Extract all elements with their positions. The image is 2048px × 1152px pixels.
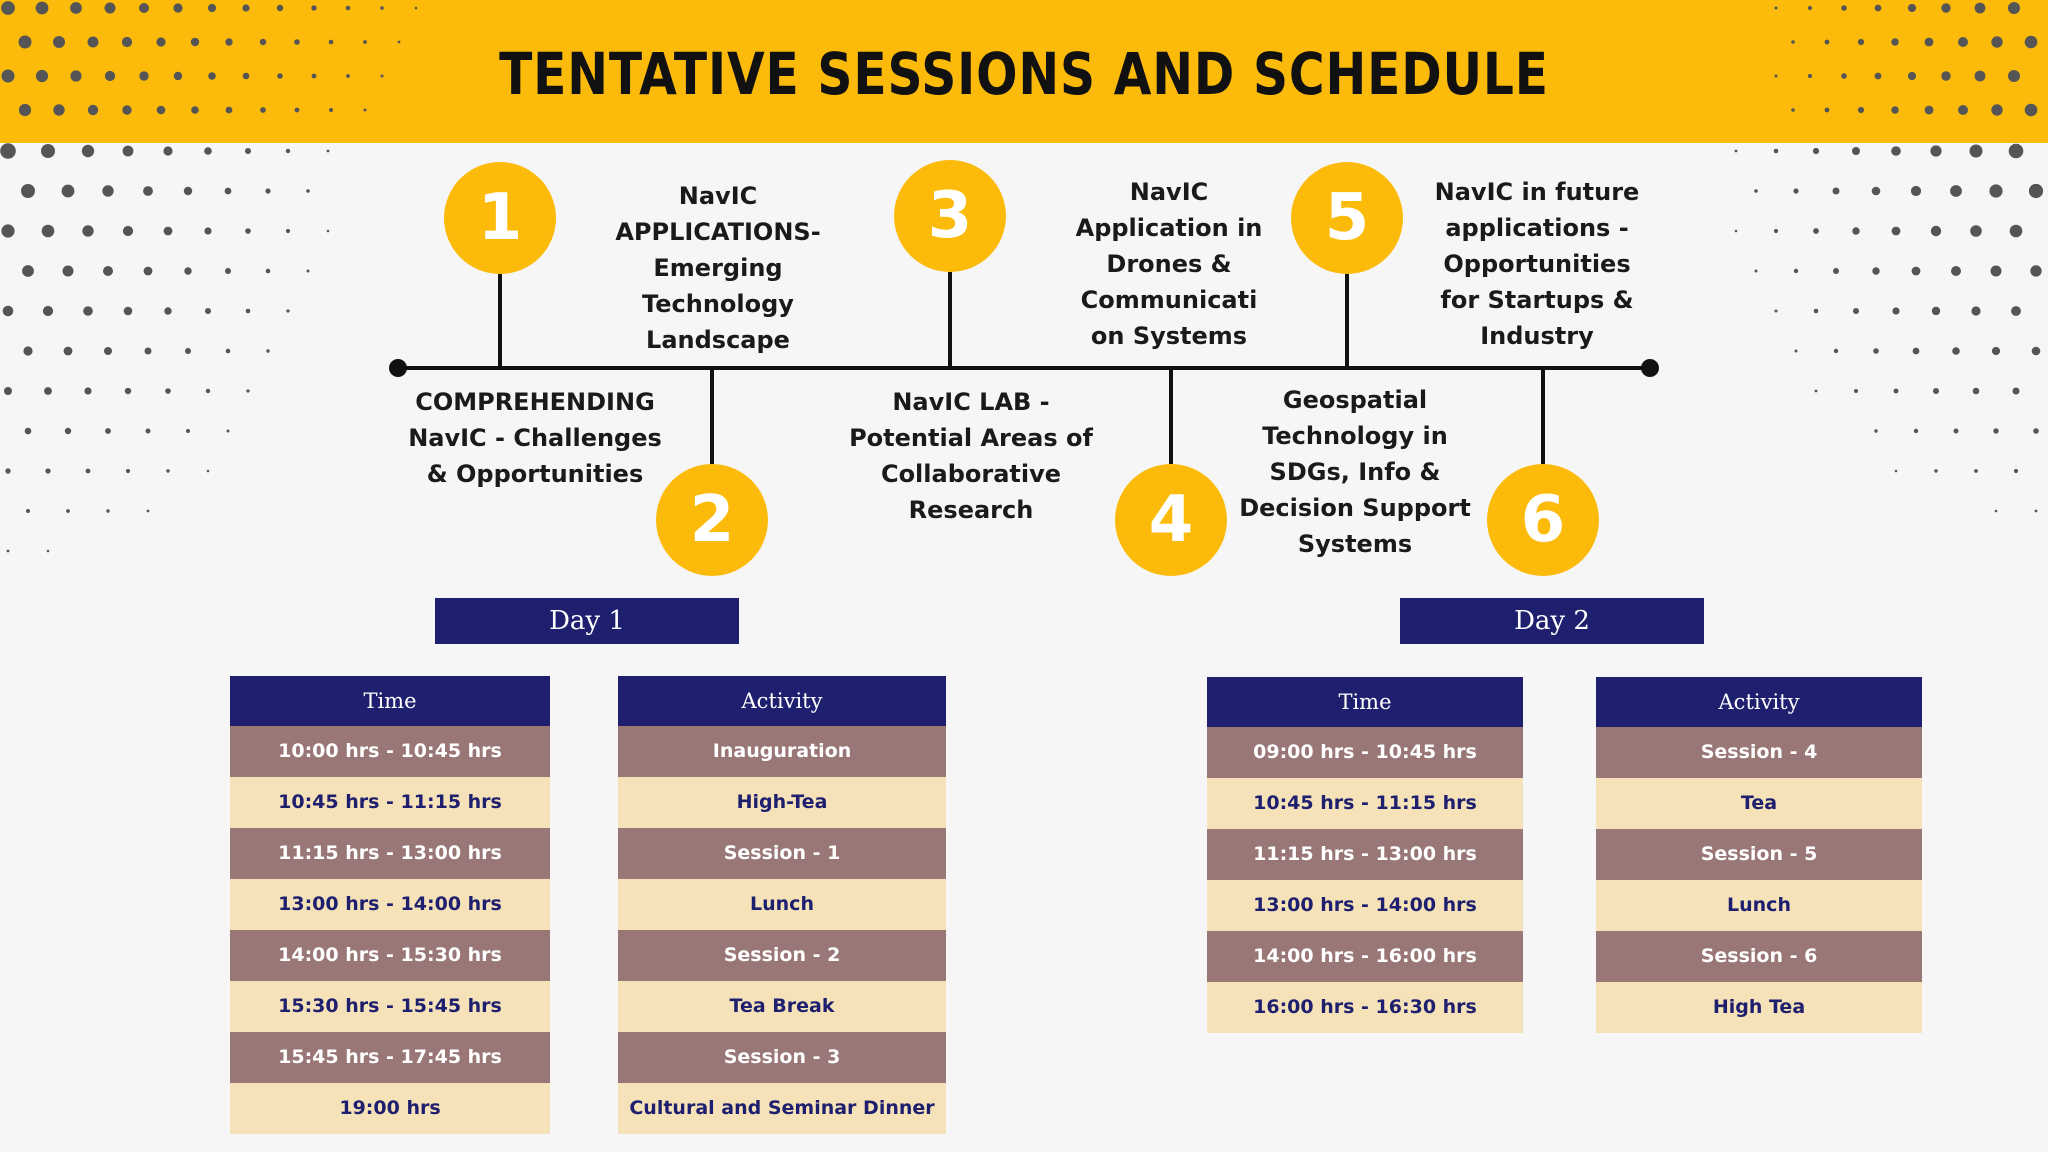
day1-header: Day 1: [435, 598, 739, 644]
day2-time-cell: 14:00 hrs - 16:00 hrs: [1207, 931, 1523, 982]
day1-activity-cell: High-Tea: [618, 777, 946, 828]
session-2-line: Landscape: [646, 326, 790, 354]
day1-activity-cell: Inauguration: [618, 726, 946, 777]
day2-time-header: Time: [1207, 677, 1523, 727]
day1-time-cell: 13:00 hrs - 14:00 hrs: [230, 879, 550, 930]
day2-time-cell: 10:45 hrs - 11:15 hrs: [1207, 778, 1523, 829]
session-2-line: NavIC: [678, 182, 758, 210]
day2-time-cell: 13:00 hrs - 14:00 hrs: [1207, 880, 1523, 931]
timeline-end-dot: [1641, 359, 1659, 377]
session-2-line: Technology: [642, 290, 794, 318]
session-badge-2: 2: [656, 464, 768, 576]
timeline-start-dot: [389, 359, 407, 377]
day1-time-cell: 10:45 hrs - 11:15 hrs: [230, 777, 550, 828]
session-1-line: NavIC - Challenges: [408, 424, 662, 452]
day1-time-cell: 15:30 hrs - 15:45 hrs: [230, 981, 550, 1032]
session-4-line: NavIC: [1129, 178, 1209, 206]
day2-activity-table: Activity Session - 4 Tea Session - 5 Lunch S…: [1596, 677, 1922, 1033]
session-badge-4: 4: [1115, 464, 1227, 576]
session-3-line: Research: [908, 496, 1034, 524]
session-5-line: Technology in: [1262, 422, 1448, 450]
session-3-line: Potential Areas of: [849, 424, 1093, 452]
session-text-5: Geospatial Technology in SDGs, Info & De…: [1214, 382, 1496, 562]
day1-time-cell: 15:45 hrs - 17:45 hrs: [230, 1032, 550, 1083]
session-1-line: COMPREHENDING: [415, 388, 655, 416]
day1-time-table: Time 10:00 hrs - 10:45 hrs 10:45 hrs - 11…: [230, 676, 550, 1134]
day2-time-cell: 16:00 hrs - 16:30 hrs: [1207, 982, 1523, 1033]
session-6-line: Opportunities: [1443, 250, 1631, 278]
day2-activity-cell: High Tea: [1596, 982, 1922, 1033]
session-4-line: Communicati: [1080, 286, 1258, 314]
day1-activity-cell: Cultural and Seminar Dinner: [618, 1083, 946, 1134]
session-4-line: Application in: [1075, 214, 1263, 242]
day1-activity-cell: Session - 2: [618, 930, 946, 981]
day1-time-cell: 19:00 hrs: [230, 1083, 550, 1134]
page-title: TENTATIVE SESSIONS AND SCHEDULE: [499, 40, 1549, 108]
session-5-line: SDGs, Info &: [1269, 458, 1441, 486]
session-6-line: applications -: [1445, 214, 1629, 242]
session-4-line: Drones &: [1106, 250, 1232, 278]
day1-time-cell: 14:00 hrs - 15:30 hrs: [230, 930, 550, 981]
session-text-4: NavIC Application in Drones & Communicat…: [1054, 174, 1284, 354]
session-6-line: Industry: [1480, 322, 1594, 350]
session-text-2: NavIC APPLICATIONS- Emerging Technology …: [578, 178, 858, 358]
session-1-line: & Opportunities: [426, 460, 644, 488]
day2-activity-cell: Session - 4: [1596, 727, 1922, 778]
day2-activity-header: Activity: [1596, 677, 1922, 727]
session-badge-5: 5: [1291, 162, 1403, 274]
session-text-6: NavIC in future applications - Opportuni…: [1402, 174, 1672, 354]
day1-activity-table: Activity Inauguration High-Tea Session - 1…: [618, 676, 946, 1134]
session-6-line: NavIC in future: [1434, 178, 1640, 206]
day2-activity-cell: Session - 6: [1596, 931, 1922, 982]
session-2-line: Emerging: [653, 254, 783, 282]
day2-activity-cell: Lunch: [1596, 880, 1922, 931]
session-2-line: APPLICATIONS-: [615, 218, 821, 246]
session-5-line: Systems: [1297, 530, 1413, 558]
session-3-line: NavIC LAB -: [892, 388, 1050, 416]
session-5-line: Geospatial: [1282, 386, 1428, 414]
day1-activity-cell: Session - 3: [618, 1032, 946, 1083]
header-banner: TENTATIVE SESSIONS AND SCHEDULE: [0, 0, 2048, 143]
session-badge-3: 3: [894, 160, 1006, 272]
session-timeline: [389, 272, 1659, 464]
session-3-line: Collaborative: [880, 460, 1062, 488]
day1-time-cell: 10:00 hrs - 10:45 hrs: [230, 726, 550, 777]
day1-activity-header: Activity: [618, 676, 946, 726]
session-badge-6: 6: [1487, 464, 1599, 576]
session-text-3: NavIC LAB - Potential Areas of Collabora…: [816, 384, 1126, 528]
session-badge-1: 1: [444, 162, 556, 274]
day2-activity-cell: Tea: [1596, 778, 1922, 829]
session-4-line: on Systems: [1090, 322, 1248, 350]
session-text-1: COMPREHENDING NavIC - Challenges & Oppor…: [380, 384, 690, 492]
day1-activity-cell: Tea Break: [618, 981, 946, 1032]
session-6-line: for Startups &: [1440, 286, 1634, 314]
day2-time-cell: 11:15 hrs - 13:00 hrs: [1207, 829, 1523, 880]
session-5-line: Decision Support: [1239, 494, 1471, 522]
day2-time-table: Time 09:00 hrs - 10:45 hrs 10:45 hrs - 11…: [1207, 677, 1523, 1033]
day2-header: Day 2: [1400, 598, 1704, 644]
day2-time-cell: 09:00 hrs - 10:45 hrs: [1207, 727, 1523, 778]
day1-time-header: Time: [230, 676, 550, 726]
day1-activity-cell: Lunch: [618, 879, 946, 930]
day1-time-cell: 11:15 hrs - 13:00 hrs: [230, 828, 550, 879]
day2-activity-cell: Session - 5: [1596, 829, 1922, 880]
day1-activity-cell: Session - 1: [618, 828, 946, 879]
